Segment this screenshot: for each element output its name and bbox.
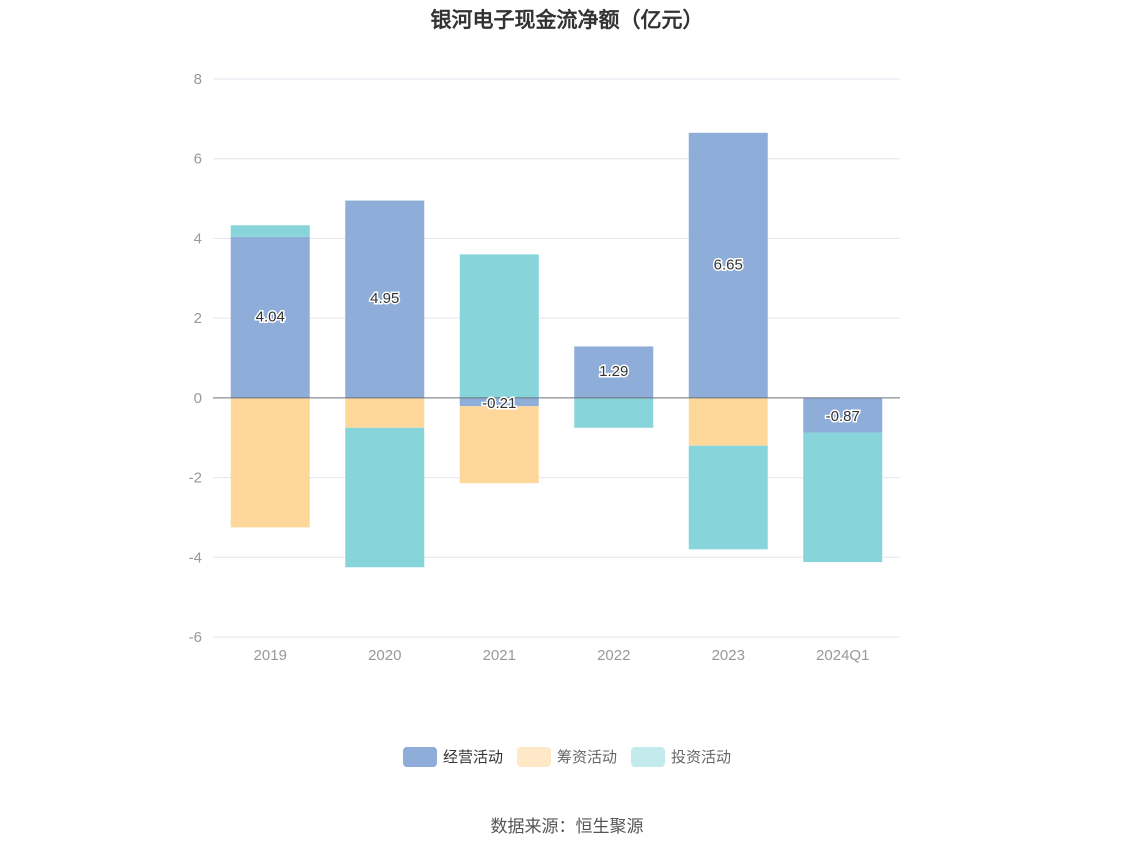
bar-经营活动-2022 <box>574 346 654 398</box>
legend-label: 筹资活动 <box>556 749 617 766</box>
legend-swatch <box>402 746 437 767</box>
bars <box>230 132 883 568</box>
bar-筹资活动-2023 <box>688 397 768 446</box>
chart-title: 银河电子现金流净额（亿元） <box>430 9 704 32</box>
bar-经营活动-2024Q1 <box>803 397 883 433</box>
data-label: 1.29 <box>599 363 628 380</box>
legend-label: 经营活动 <box>442 749 503 766</box>
bar-投资活动-2020 <box>345 427 425 568</box>
bar-经营活动-2019 <box>230 236 310 398</box>
bar-投资活动-2023 <box>688 445 768 550</box>
data-label: 6.65 <box>714 256 743 273</box>
legend-swatch <box>631 746 665 767</box>
y-tick-label: -2 <box>189 470 202 487</box>
bar-筹资活动-2019 <box>230 397 310 528</box>
x-tick-label: 2023 <box>712 647 745 664</box>
y-tick-label: 6 <box>194 151 202 168</box>
x-tick-label: 2022 <box>597 647 630 664</box>
x-tick-label: 2019 <box>254 647 287 664</box>
data-label: 4.95 <box>370 290 399 307</box>
bar-经营活动-2021 <box>459 397 539 407</box>
legend: 经营活动 筹资活动 投资活动 <box>0 746 1134 767</box>
data-labels: 4.04 4.95 -0.21 1.29 6.65 -0.87 <box>254 255 861 427</box>
y-tick-label: 4 <box>194 230 202 247</box>
y-axis-ticks: 8 6 4 2 0 -2 -4 -6 <box>189 71 202 646</box>
y-tick-label: 8 <box>194 71 202 88</box>
legend-label: 投资活动 <box>671 749 732 766</box>
legend-swatch <box>516 746 551 767</box>
x-tick-label: 2021 <box>483 647 516 664</box>
legend-item[interactable]: 投资活动 <box>631 746 731 767</box>
bar-筹资活动-2020 <box>345 397 425 428</box>
bar-投资活动-2022 <box>574 397 654 428</box>
y-tick-label: 2 <box>194 310 202 327</box>
bar-投资活动-2024Q1 <box>803 432 883 563</box>
data-source: 数据来源：恒生聚源 <box>490 817 644 836</box>
bar-经营活动-2023 <box>688 132 768 398</box>
data-label: -0.21 <box>482 395 516 412</box>
legend-item[interactable]: 筹资活动 <box>516 746 617 767</box>
y-tick-label: 0 <box>194 390 202 407</box>
bar-投资活动-2021 <box>459 254 539 398</box>
x-tick-label: 2024Q1 <box>816 647 869 664</box>
x-axis-ticks: 2019 2020 2021 2022 2023 2024Q1 <box>254 647 870 664</box>
x-tick-label: 2020 <box>368 647 401 664</box>
data-label: -0.87 <box>826 408 860 425</box>
legend-item[interactable]: 经营活动 <box>402 746 503 767</box>
bar-筹资活动-2021 <box>459 406 539 484</box>
bar-投资活动-2019 <box>230 225 310 237</box>
y-tick-label: -6 <box>189 629 202 646</box>
bar-经营活动-2020 <box>345 200 425 398</box>
grid-lines <box>213 78 900 638</box>
data-label: 4.04 <box>256 308 285 325</box>
y-tick-label: -4 <box>189 549 202 566</box>
